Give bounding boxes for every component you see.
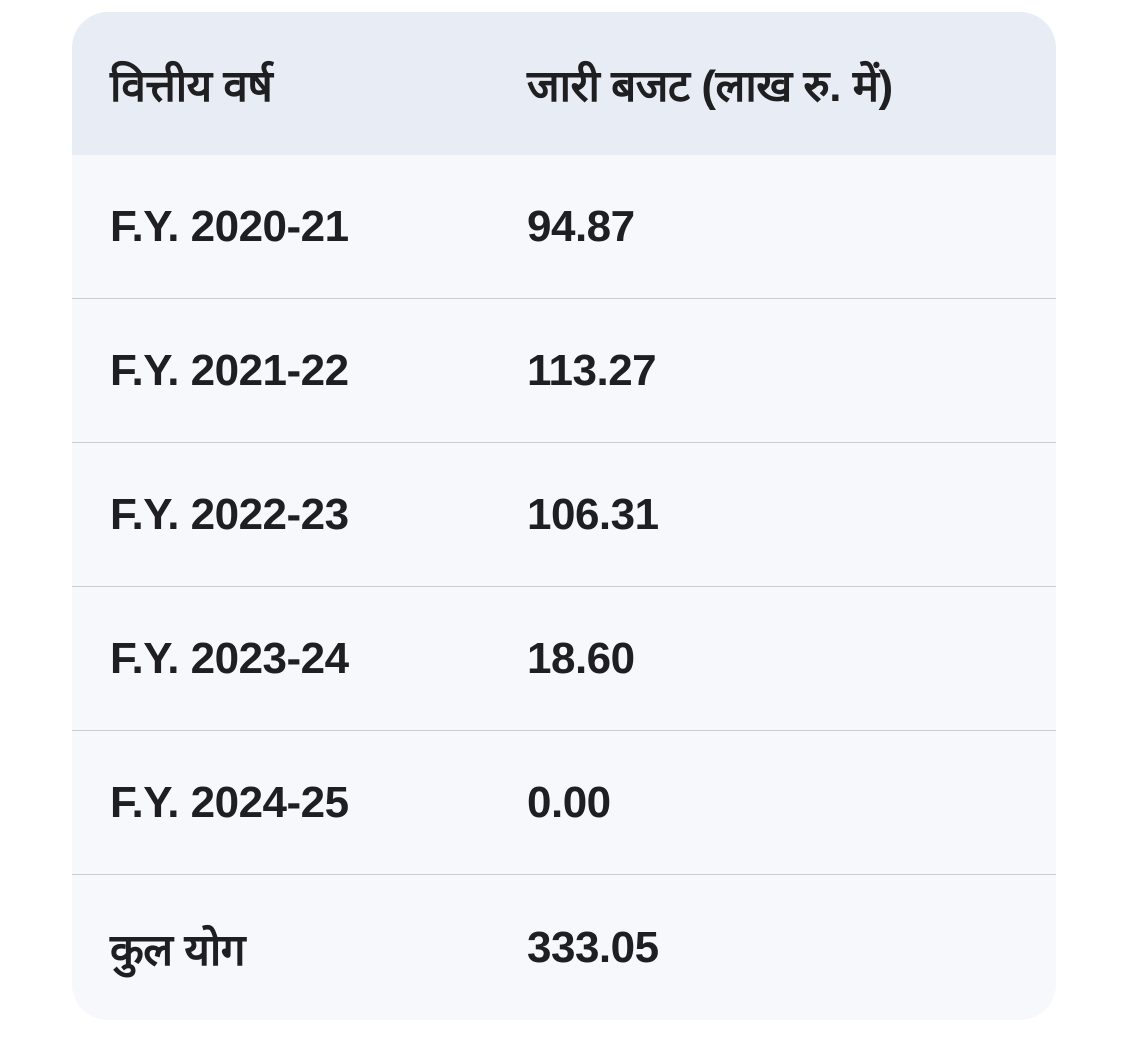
budget-cell: 106.31 <box>527 489 659 539</box>
year-cell: F.Y. 2022-23 <box>110 489 349 539</box>
header-financial-year: वित्तीय वर्ष <box>110 61 273 111</box>
budget-cell: 0.00 <box>527 777 611 827</box>
year-cell: F.Y. 2024-25 <box>110 777 349 827</box>
total-value: 333.05 <box>527 922 659 972</box>
budget-cell: 94.87 <box>527 201 635 251</box>
table-row: F.Y. 2022-23 106.31 <box>72 443 1056 587</box>
table-row: F.Y. 2021-22 113.27 <box>72 299 1056 443</box>
table-row: F.Y. 2023-24 18.60 <box>72 587 1056 731</box>
budget-cell: 18.60 <box>527 633 635 683</box>
year-cell: F.Y. 2021-22 <box>110 345 349 395</box>
header-released-budget: जारी बजट (लाख रु. में) <box>527 61 893 111</box>
table-row: F.Y. 2020-21 94.87 <box>72 155 1056 299</box>
table-row: F.Y. 2024-25 0.00 <box>72 731 1056 875</box>
table-header: वित्तीय वर्ष जारी बजट (लाख रु. में) <box>72 12 1056 155</box>
total-label: कुल योग <box>110 925 246 975</box>
year-cell: F.Y. 2023-24 <box>110 633 349 683</box>
budget-cell: 113.27 <box>527 345 657 395</box>
total-row: कुल योग 333.05 <box>72 875 1056 1020</box>
year-cell: F.Y. 2020-21 <box>110 201 349 251</box>
budget-table: वित्तीय वर्ष जारी बजट (लाख रु. में) F.Y.… <box>72 12 1056 1020</box>
